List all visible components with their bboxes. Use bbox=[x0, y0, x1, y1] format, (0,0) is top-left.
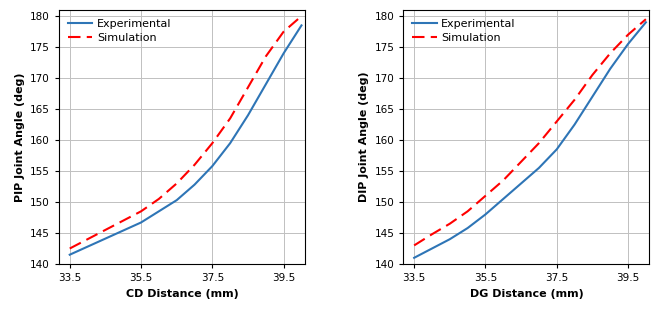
Experimental bbox=[119, 229, 127, 233]
Simulation bbox=[428, 232, 436, 236]
Simulation bbox=[499, 178, 507, 182]
Experimental bbox=[279, 51, 287, 55]
Experimental bbox=[446, 237, 454, 241]
X-axis label: CD Distance (mm): CD Distance (mm) bbox=[126, 288, 238, 299]
Line: Experimental: Experimental bbox=[70, 25, 302, 255]
Simulation bbox=[102, 228, 110, 232]
Experimental bbox=[102, 237, 110, 241]
Experimental bbox=[571, 122, 579, 126]
Experimental bbox=[642, 20, 650, 24]
Simulation bbox=[83, 237, 91, 241]
Experimental bbox=[553, 148, 561, 151]
X-axis label: DG Distance (mm): DG Distance (mm) bbox=[470, 288, 583, 299]
Experimental bbox=[262, 82, 270, 86]
Experimental bbox=[83, 245, 91, 248]
Experimental bbox=[517, 182, 525, 185]
Experimental bbox=[66, 253, 73, 257]
Experimental bbox=[226, 141, 234, 145]
Y-axis label: PIP Joint Angle (deg): PIP Joint Angle (deg) bbox=[14, 72, 24, 202]
Simulation bbox=[298, 14, 306, 18]
Simulation bbox=[482, 194, 489, 198]
Y-axis label: DIP Joint Angle (deg): DIP Joint Angle (deg) bbox=[359, 72, 369, 202]
Legend: Experimental, Simulation: Experimental, Simulation bbox=[64, 16, 174, 47]
Experimental bbox=[191, 183, 199, 187]
Experimental bbox=[535, 166, 543, 170]
Experimental bbox=[606, 67, 614, 71]
Simulation bbox=[410, 244, 418, 248]
Experimental bbox=[137, 220, 145, 224]
Simulation bbox=[571, 98, 579, 102]
Experimental bbox=[244, 113, 252, 117]
Simulation bbox=[119, 219, 127, 223]
Simulation bbox=[173, 182, 180, 185]
Simulation bbox=[279, 30, 287, 34]
Simulation bbox=[517, 160, 525, 164]
Simulation bbox=[642, 17, 650, 21]
Simulation bbox=[244, 85, 252, 89]
Simulation bbox=[137, 209, 145, 213]
Experimental bbox=[298, 23, 306, 27]
Experimental bbox=[173, 198, 180, 202]
Experimental bbox=[499, 197, 507, 201]
Simulation bbox=[66, 247, 73, 250]
Line: Simulation: Simulation bbox=[70, 16, 302, 248]
Experimental bbox=[428, 247, 436, 250]
Experimental bbox=[482, 213, 489, 216]
Simulation bbox=[446, 222, 454, 226]
Experimental bbox=[624, 42, 632, 46]
Simulation bbox=[262, 54, 270, 58]
Experimental bbox=[209, 164, 216, 168]
Simulation bbox=[464, 209, 472, 213]
Experimental bbox=[155, 209, 163, 213]
Experimental bbox=[410, 256, 418, 260]
Experimental bbox=[464, 226, 472, 230]
Simulation bbox=[588, 73, 596, 77]
Legend: Experimental, Simulation: Experimental, Simulation bbox=[409, 16, 519, 47]
Simulation bbox=[191, 163, 199, 167]
Simulation bbox=[155, 197, 163, 201]
Simulation bbox=[553, 119, 561, 123]
Simulation bbox=[606, 51, 614, 55]
Line: Simulation: Simulation bbox=[414, 19, 646, 246]
Simulation bbox=[535, 141, 543, 145]
Simulation bbox=[209, 141, 216, 145]
Simulation bbox=[624, 33, 632, 37]
Line: Experimental: Experimental bbox=[414, 22, 646, 258]
Simulation bbox=[226, 116, 234, 120]
Experimental bbox=[588, 95, 596, 99]
